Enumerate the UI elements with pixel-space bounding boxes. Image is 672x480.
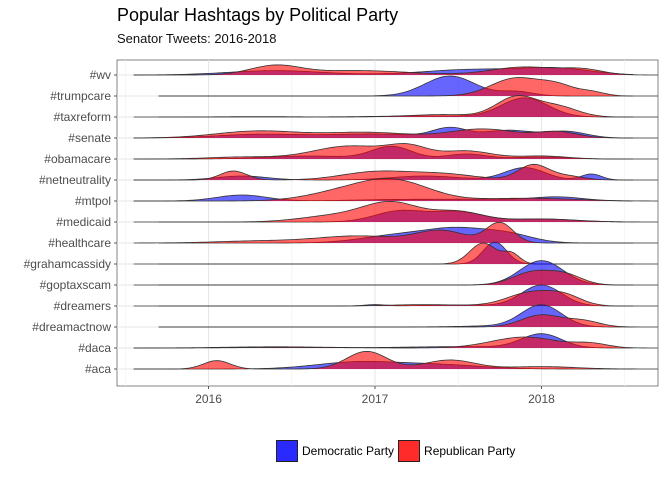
legend-label-democratic: Democratic Party [302, 444, 395, 458]
ridge-fill-daca-republican-party [133, 337, 658, 348]
ridge-fill-aca-republican-party [133, 351, 658, 369]
ridge-line-wv-republican-party [133, 64, 658, 76]
ridge-line-aca-republican-party [133, 350, 658, 370]
ridge-line-dreamactnow-republican-party [158, 314, 658, 328]
y-tick-label-mtpol: #mtpol [75, 194, 111, 208]
ridge-fill-healthcare-republican-party [133, 222, 658, 243]
plot-panel [116, 59, 659, 387]
legend-swatch-democratic [276, 440, 298, 462]
ridge-line-healthcare-republican-party [133, 221, 658, 244]
legend-label-republican: Republican Party [424, 444, 516, 458]
x-tick-label-2016: 2016 [195, 392, 222, 406]
ridge-line-daca-democratic-party [133, 333, 634, 349]
ridge-fill-medicaid-republican-party [133, 201, 658, 222]
ridge-line-daca-republican-party [133, 336, 658, 349]
ridge-line-trumpcare-republican-party [158, 77, 658, 97]
ridge-fill-goptaxscam-republican-party [133, 270, 658, 285]
ridge-line-goptaxscam-republican-party [133, 269, 658, 286]
y-tick-label-taxreform: #taxreform [54, 110, 111, 124]
legend-swatch-republican [398, 440, 421, 462]
legend: Democratic Party Republican Party [276, 440, 519, 462]
chart-subtitle: Senator Tweets: 2016-2018 [117, 31, 277, 46]
ridge-line-grahamcassidy-republican-party [133, 242, 658, 265]
legend-item-republican: Republican Party [398, 440, 515, 462]
ridge-line-medicaid-republican-party [133, 200, 658, 223]
y-tick-label-aca: #aca [85, 362, 111, 376]
ridge-fill-dreamactnow-democratic-party [158, 304, 634, 327]
y-tick-label-grahamcassidy: #grahamcassidy [24, 257, 111, 271]
ridge-line-netneutrality-republican-party [133, 163, 658, 181]
ridge-fill-dreamers-republican-party [133, 290, 658, 306]
ridge-line-taxreform-republican-party [133, 95, 658, 118]
ridge-fill-trumpcare-republican-party [158, 77, 658, 96]
y-tick-label-goptaxscam: #goptaxscam [40, 278, 111, 292]
y-tick-label-obamacare: #obamacare [44, 152, 111, 166]
y-tick-label-dreamactnow: #dreamactnow [32, 320, 111, 334]
ridge-line-senate-republican-party [133, 128, 658, 139]
y-tick-label-wv: #wv [90, 68, 111, 82]
ridge-line-mtpol-republican-party [133, 178, 658, 202]
y-tick-label-trumpcare: #trumpcare [50, 89, 111, 103]
ridge-line-obamacare-republican-party [133, 143, 658, 160]
ridge-fill-dreamactnow-republican-party [158, 314, 658, 327]
ridge-line-dreamers-republican-party [133, 290, 658, 307]
ridge-fill-taxreform-republican-party [133, 95, 658, 117]
y-tick-label-medicaid: #medicaid [56, 215, 111, 229]
y-tick-label-senate: #senate [68, 131, 111, 145]
x-tick-label-2017: 2017 [362, 392, 389, 406]
legend-item-democratic: Democratic Party [276, 440, 394, 462]
ridge-fill-obamacare-republican-party [133, 143, 658, 159]
x-tick-label-2018: 2018 [528, 392, 555, 406]
chart-title: Popular Hashtags by Political Party [117, 5, 399, 25]
y-tick-label-healthcare: #healthcare [48, 236, 111, 250]
ridge-fill-mtpol-republican-party [133, 178, 658, 201]
y-tick-label-daca: #daca [78, 341, 111, 355]
ridge-fill-wv-republican-party [133, 64, 658, 75]
y-tick-label-netneutrality: #netneutrality [39, 173, 111, 187]
y-tick-label-dreamers: #dreamers [54, 299, 111, 313]
ridge-fill-netneutrality-republican-party [133, 164, 658, 180]
